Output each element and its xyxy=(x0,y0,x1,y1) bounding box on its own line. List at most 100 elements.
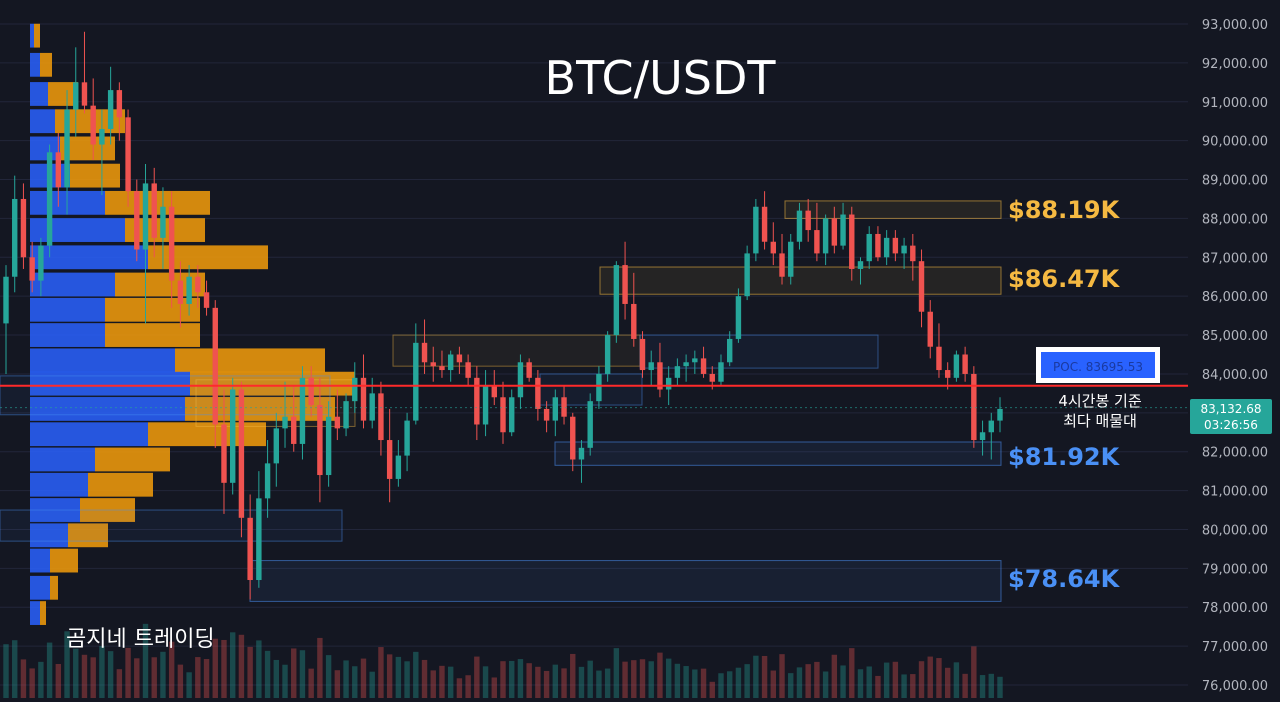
volume-bar xyxy=(90,657,96,698)
candle-body xyxy=(578,447,585,460)
candle-body xyxy=(352,377,358,402)
price-tick-label: 93,000.00 xyxy=(1202,18,1268,33)
candle-body xyxy=(168,206,175,281)
volume-bar xyxy=(674,663,681,698)
volume-bar xyxy=(744,664,750,698)
volume-bar xyxy=(831,654,838,698)
volume-bar xyxy=(875,675,881,698)
candle-body xyxy=(3,276,9,324)
candle-body xyxy=(944,370,951,378)
candle-body xyxy=(753,206,759,254)
volume-bar xyxy=(988,673,994,698)
volume-profile-up-bar xyxy=(30,472,88,497)
volume-bar xyxy=(229,632,236,698)
volume-bar xyxy=(665,658,672,698)
volume-profile-up-bar xyxy=(30,272,115,297)
volume-profile-down-bar xyxy=(68,523,108,548)
poc-label: POC. 83695.53 xyxy=(1053,360,1143,374)
candle-body xyxy=(203,292,210,308)
chart-title: BTC/USDT xyxy=(545,51,777,105)
volume-bar xyxy=(918,661,925,698)
candle-body xyxy=(657,362,663,390)
volume-bar xyxy=(64,631,70,698)
candle-body xyxy=(317,405,323,476)
volume-bar xyxy=(482,666,489,698)
candle-body xyxy=(386,440,393,479)
volume-bar xyxy=(805,664,811,698)
price-tick-label: 77,000.00 xyxy=(1202,640,1268,655)
volume-profile-down-bar xyxy=(148,422,266,447)
volume-bar xyxy=(160,651,166,698)
volume-profile-down-bar xyxy=(34,23,40,48)
volume-bar xyxy=(325,655,332,698)
volume-bar xyxy=(413,651,419,698)
volume-bar xyxy=(997,676,1003,698)
volume-bar xyxy=(866,666,872,698)
candle-body xyxy=(509,397,515,433)
volume-bar xyxy=(596,670,602,698)
candle-body xyxy=(447,354,454,371)
candle-body xyxy=(142,183,149,250)
volume-profile-down-bar xyxy=(40,52,52,77)
volume-bar xyxy=(971,646,977,698)
volume-bar xyxy=(360,658,367,698)
candle-body xyxy=(526,362,532,378)
volume-bar xyxy=(116,669,123,698)
candle-body xyxy=(38,245,44,281)
volume-bar xyxy=(753,655,759,698)
candle-body xyxy=(857,261,864,269)
candle-body xyxy=(186,276,192,304)
candle-body xyxy=(517,362,524,398)
history-zone xyxy=(0,509,343,542)
candle-body xyxy=(81,82,88,106)
volume-bar xyxy=(134,658,140,698)
candle-body xyxy=(291,416,297,444)
volume-bar xyxy=(221,639,227,698)
candle-body xyxy=(953,354,960,378)
volume-bar xyxy=(700,668,707,698)
volume-bar xyxy=(648,661,654,698)
volume-profile-up-bar xyxy=(30,323,105,347)
candle-body xyxy=(99,128,105,145)
volume-profile-up-bar xyxy=(30,601,40,625)
overlay xyxy=(0,384,1188,409)
volume-bar xyxy=(3,644,9,698)
volume-profile-down-bar xyxy=(50,575,58,600)
volume-bar xyxy=(604,668,611,698)
volume-profile-down-bar xyxy=(105,190,210,215)
volume-bar xyxy=(456,678,463,698)
volume-bar xyxy=(692,669,698,698)
candle-body xyxy=(465,362,471,378)
volume-profile-down-bar xyxy=(95,447,170,472)
volume-profile-up-bar xyxy=(30,109,55,134)
volume-bar xyxy=(726,671,733,698)
candle-body xyxy=(805,210,811,231)
volume-bar xyxy=(203,659,210,698)
price-axis[interactable]: 93,000.00 92,000.00 91,000.00 90,000.00 89,0… xyxy=(1202,18,1268,694)
volume-profile-up-bar xyxy=(30,136,60,161)
volume-bar xyxy=(256,640,262,698)
volume-bar xyxy=(474,656,480,698)
volume-bar xyxy=(570,653,576,698)
volume-bar xyxy=(561,668,567,698)
price-tick-label: 85,000.00 xyxy=(1202,329,1268,344)
volume-bar xyxy=(822,671,829,698)
volume-bar xyxy=(892,661,899,698)
candle-body xyxy=(325,416,332,476)
volume-bar xyxy=(718,673,724,698)
level-zone xyxy=(554,441,1002,466)
volume-profile-up-bar xyxy=(30,523,68,548)
volume-profile-up-bar xyxy=(30,245,148,270)
volume-profile-up-bar xyxy=(30,422,148,447)
volume-bar xyxy=(587,660,593,698)
candle-body xyxy=(683,362,689,367)
volume-bar xyxy=(421,659,428,698)
volume-bar xyxy=(107,651,114,698)
level-labels: $88.19K $86.47K $81.92K $78.64K xyxy=(1008,196,1121,593)
volume-bar xyxy=(20,659,27,698)
candle-body xyxy=(134,191,140,250)
volume-bar xyxy=(552,664,559,698)
volume-profile xyxy=(30,23,355,625)
candle-body xyxy=(613,265,620,336)
